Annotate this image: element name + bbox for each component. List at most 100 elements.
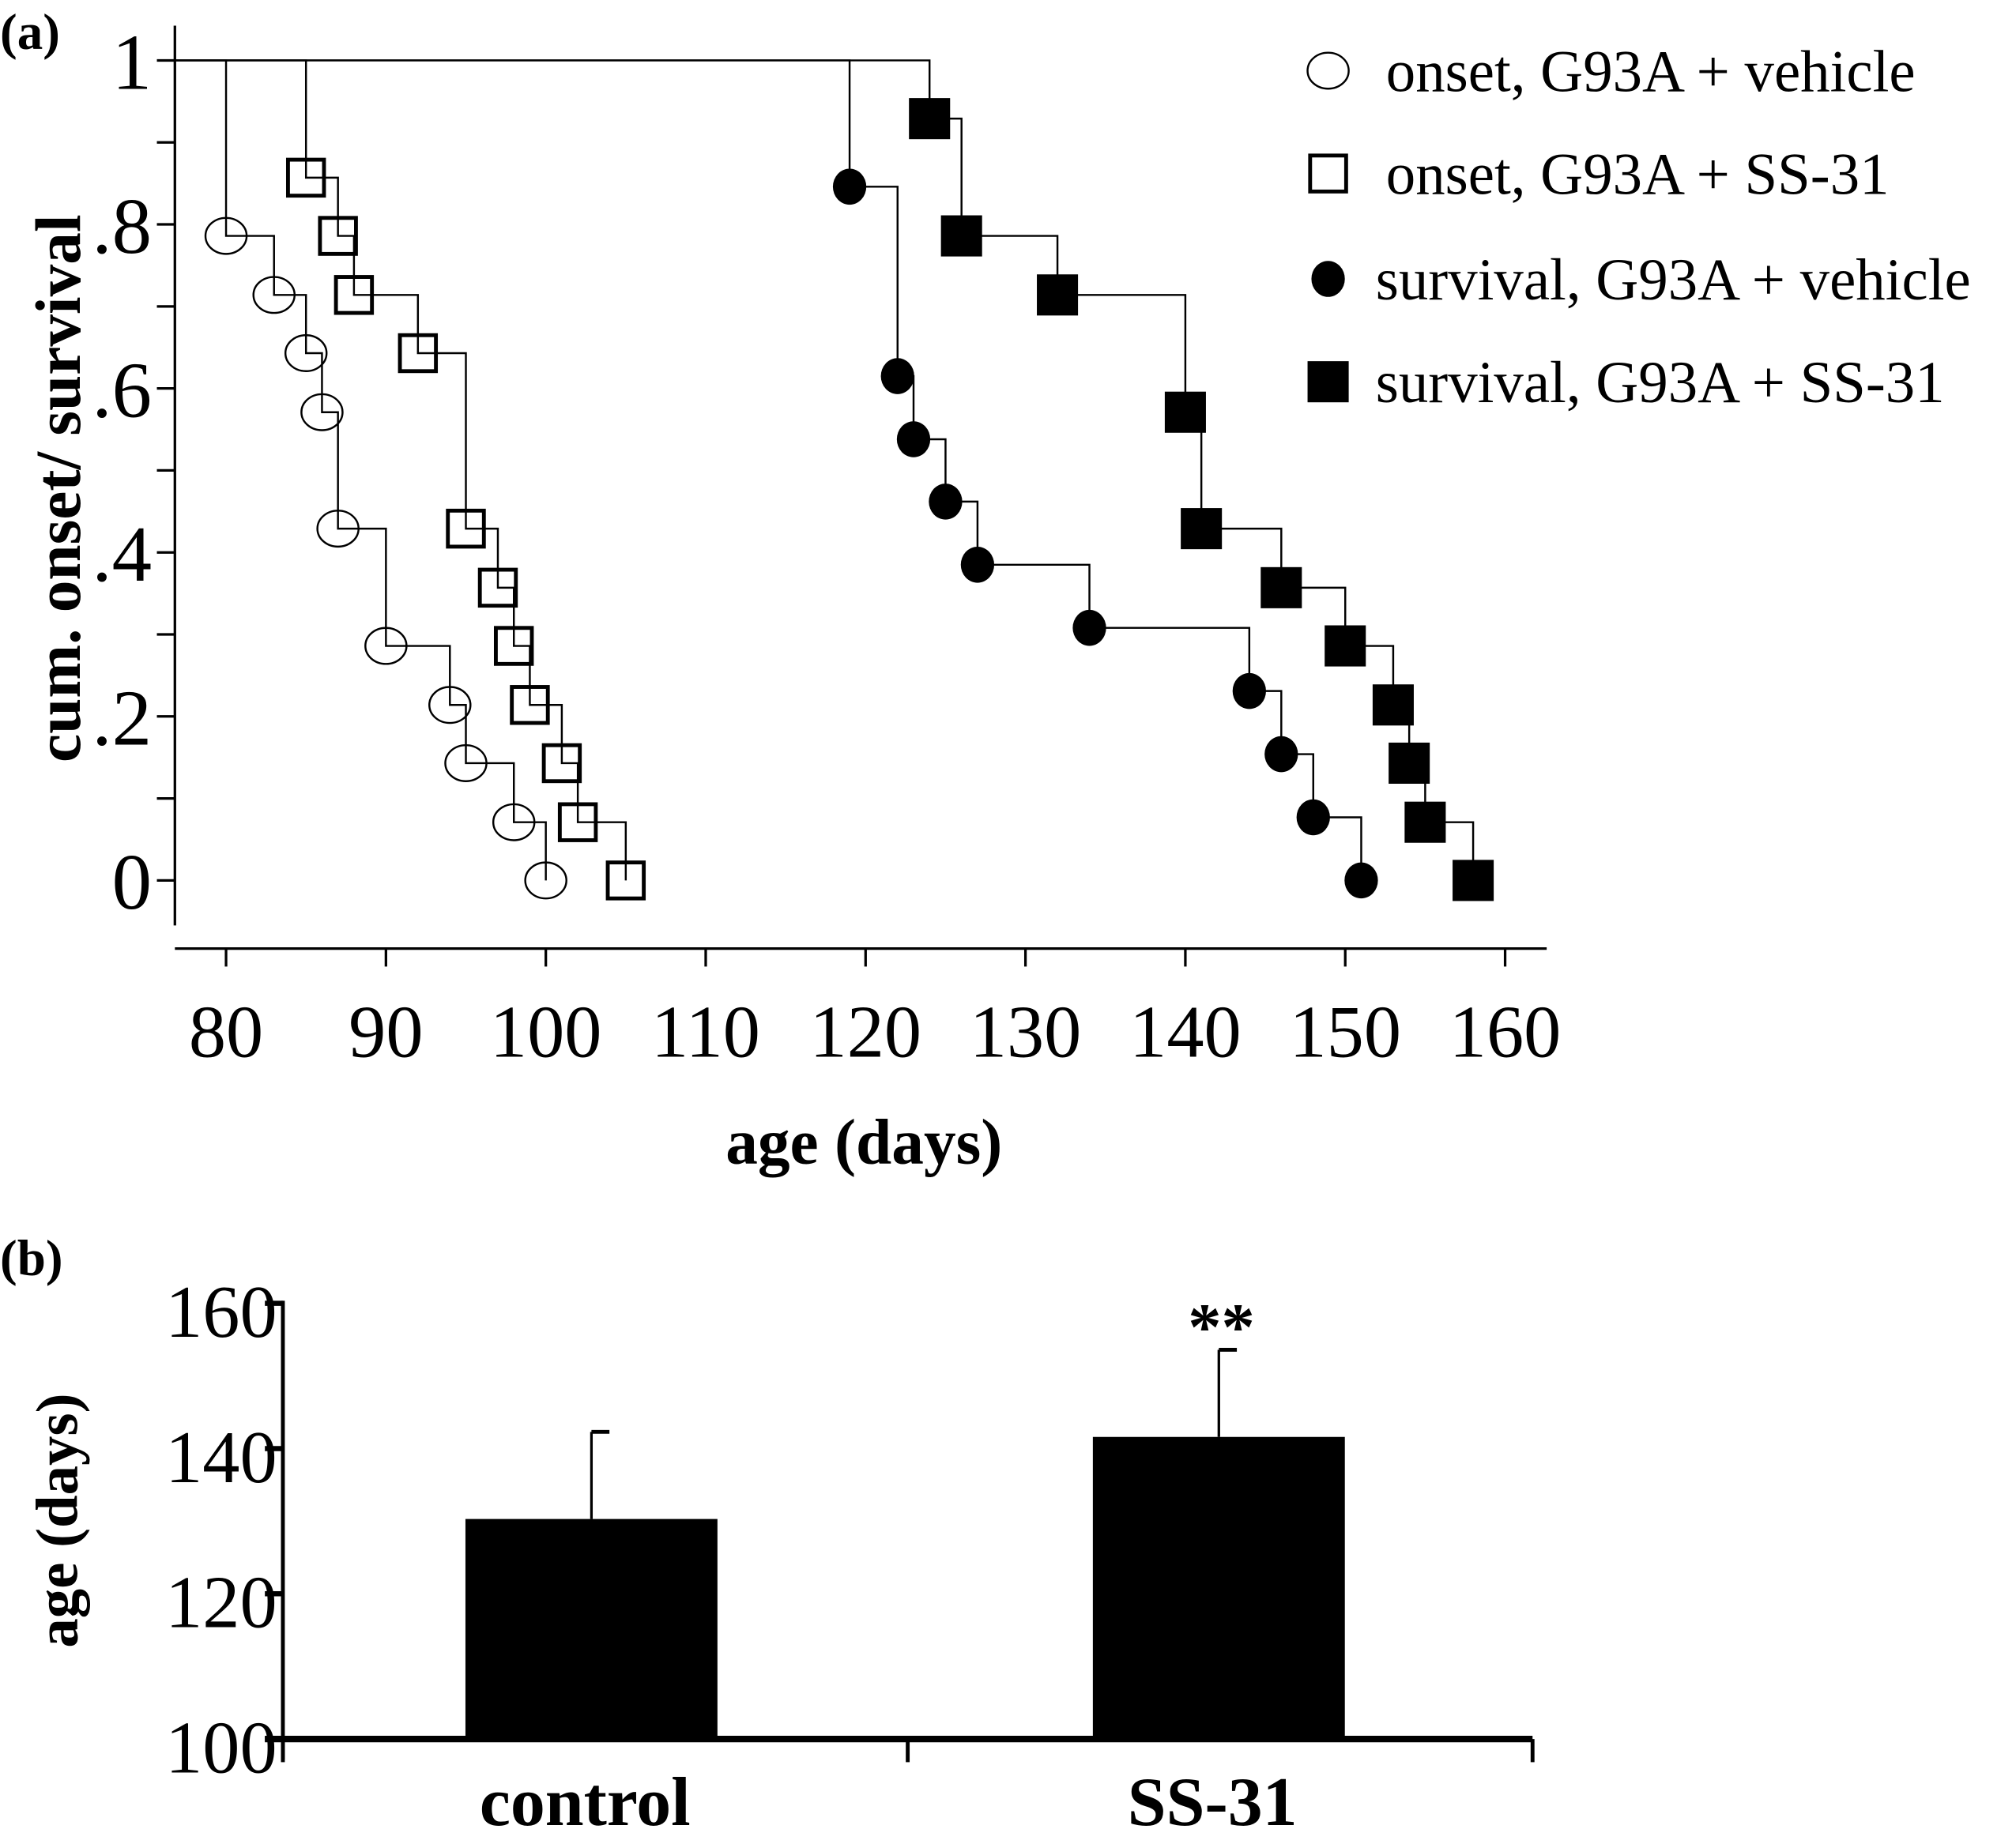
data-point bbox=[929, 484, 963, 520]
panel-a-label: (a) bbox=[0, 4, 60, 61]
data-point bbox=[333, 275, 375, 315]
data-point bbox=[284, 334, 328, 372]
data-point bbox=[364, 627, 408, 665]
data-point bbox=[557, 802, 598, 842]
data-point bbox=[1372, 684, 1414, 726]
x-tick-label: 130 bbox=[970, 991, 1082, 1073]
axes-b: 100 120 140 160 bbox=[165, 1271, 1535, 1789]
legend-marker bbox=[1306, 51, 1350, 90]
data-point bbox=[1072, 609, 1106, 646]
data-point bbox=[960, 547, 995, 583]
bar bbox=[465, 1519, 718, 1740]
category-label: control bbox=[480, 1764, 691, 1829]
y-tick-label: .8 bbox=[92, 182, 152, 270]
x-tick-label: 110 bbox=[651, 991, 760, 1073]
x-tick-label: 140 bbox=[1129, 991, 1242, 1073]
data-point bbox=[1296, 799, 1330, 836]
y-tick-label: 1 bbox=[112, 17, 152, 106]
x-tick-label: 100 bbox=[490, 991, 602, 1073]
panel-b-label: (b) bbox=[0, 1230, 63, 1287]
legend-marker bbox=[1311, 261, 1345, 297]
panel-a-km-chart: (a) cum. onset/ survival age (days) 0 .2.… bbox=[0, 4, 1971, 1177]
y-tick-label: 0 bbox=[112, 837, 152, 926]
legend-item: survival, G93A + SS-31 bbox=[1307, 350, 1945, 416]
data-point bbox=[541, 743, 582, 784]
data-point bbox=[832, 168, 867, 205]
legend-item: survival, G93A + vehicle bbox=[1311, 247, 1971, 313]
bar bbox=[1092, 1436, 1345, 1740]
data-point bbox=[204, 216, 248, 255]
data-point bbox=[285, 157, 326, 198]
legend-item: onset, G93A + SS-31 bbox=[1308, 142, 1890, 208]
data-point bbox=[510, 685, 550, 725]
data-point bbox=[1325, 625, 1366, 667]
y-axis-label-b: age (days) bbox=[25, 1393, 91, 1647]
y-tick-label: 120 bbox=[165, 1562, 277, 1644]
x-tick-label: 150 bbox=[1289, 991, 1401, 1073]
data-point bbox=[1404, 801, 1446, 843]
series-filled-square bbox=[175, 59, 1494, 901]
x-tick-label: 120 bbox=[810, 991, 922, 1073]
legend-item: onset, G93A + vehicle bbox=[1306, 40, 1916, 105]
data-point bbox=[1389, 742, 1430, 784]
y-tick-label: 160 bbox=[165, 1271, 277, 1353]
bar-control: control bbox=[465, 1429, 718, 1829]
data-point bbox=[909, 98, 951, 140]
data-point bbox=[524, 861, 567, 900]
data-point bbox=[1453, 860, 1494, 901]
y-tick-label: .6 bbox=[92, 345, 152, 434]
data-point bbox=[446, 508, 486, 549]
category-label: SS-31 bbox=[1128, 1764, 1298, 1829]
data-point bbox=[605, 860, 646, 901]
data-point bbox=[428, 686, 472, 724]
y-tick-label: 140 bbox=[165, 1417, 277, 1499]
data-point bbox=[1344, 862, 1378, 899]
data-point bbox=[1037, 274, 1079, 316]
data-point bbox=[1264, 736, 1298, 773]
data-point bbox=[880, 358, 914, 394]
legend-marker bbox=[1307, 361, 1349, 403]
step-line bbox=[175, 59, 627, 881]
data-point bbox=[252, 276, 296, 314]
data-point bbox=[316, 510, 360, 548]
axes: 0 .2 .4 .6 .8 1 80 90 100 110 120 130 140 150 160 bbox=[92, 17, 1561, 1073]
y-axis-label: cum. onset/ survival bbox=[23, 214, 94, 762]
bars: control SS-31 ** bbox=[465, 1291, 1345, 1829]
step-line bbox=[175, 59, 1362, 881]
series-open-square bbox=[175, 59, 646, 901]
data-point bbox=[477, 567, 518, 608]
y-tick-label: 100 bbox=[165, 1707, 277, 1789]
data-point bbox=[1260, 566, 1302, 608]
y-tick-label: .2 bbox=[92, 674, 152, 762]
x-axis-label: age (days) bbox=[725, 1106, 1002, 1177]
legend-label: onset, G93A + vehicle bbox=[1386, 40, 1916, 105]
data-point bbox=[398, 333, 439, 374]
data-point bbox=[444, 743, 488, 782]
series-open-circle bbox=[175, 59, 567, 900]
data-point bbox=[896, 421, 931, 457]
data-point bbox=[492, 803, 536, 841]
data-point bbox=[300, 393, 344, 431]
data-point bbox=[1164, 391, 1206, 433]
legend-label: survival, G93A + vehicle bbox=[1376, 247, 1971, 313]
series-filled-circle bbox=[175, 59, 1378, 899]
bar-ss-31: SS-31 ** bbox=[1092, 1291, 1345, 1829]
legend-label: onset, G93A + SS-31 bbox=[1386, 142, 1890, 208]
step-line bbox=[175, 59, 547, 881]
panel-b-bar-chart: (b) age (days) 100 120 140 160 control SS-31… bbox=[0, 1230, 1535, 1829]
legend-label: survival, G93A + SS-31 bbox=[1376, 350, 1945, 416]
data-point bbox=[940, 215, 982, 257]
data-point bbox=[493, 626, 534, 666]
data-point bbox=[1232, 672, 1266, 709]
legend-marker bbox=[1308, 153, 1348, 194]
data-point bbox=[1181, 508, 1223, 550]
x-tick-label: 80 bbox=[189, 991, 263, 1073]
x-tick-label: 160 bbox=[1449, 991, 1562, 1073]
data-point bbox=[318, 216, 358, 256]
series-group bbox=[175, 59, 1494, 901]
significance-marker: ** bbox=[1188, 1291, 1255, 1364]
y-tick-label: .4 bbox=[92, 510, 152, 598]
x-tick-label: 90 bbox=[349, 991, 423, 1073]
legend: onset, G93A + vehicle onset, G93A + SS-31… bbox=[1306, 40, 1971, 416]
